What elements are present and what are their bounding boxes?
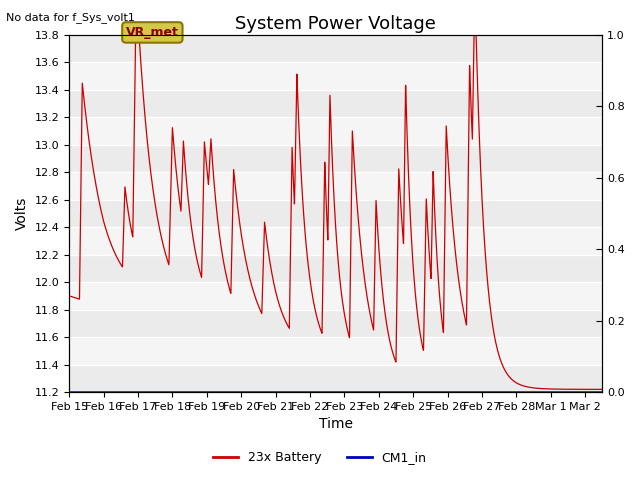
Text: No data for f_Sys_volt1: No data for f_Sys_volt1 [6, 12, 135, 23]
Bar [69, 62, 602, 90]
Bar [69, 227, 602, 254]
Bar [69, 337, 602, 365]
Bar [69, 172, 602, 200]
Bar [69, 144, 602, 172]
Bar [69, 90, 602, 117]
Bar [69, 200, 602, 227]
Bar [69, 282, 602, 310]
Legend: 23x Battery, CM1_in: 23x Battery, CM1_in [208, 446, 432, 469]
Bar [69, 117, 602, 144]
Y-axis label: Volts: Volts [15, 197, 29, 230]
Bar [69, 254, 602, 282]
Bar [69, 35, 602, 62]
Bar [69, 365, 602, 392]
Bar [69, 310, 602, 337]
Text: VR_met: VR_met [126, 26, 179, 39]
Title: System Power Voltage: System Power Voltage [236, 15, 436, 33]
X-axis label: Time: Time [319, 418, 353, 432]
